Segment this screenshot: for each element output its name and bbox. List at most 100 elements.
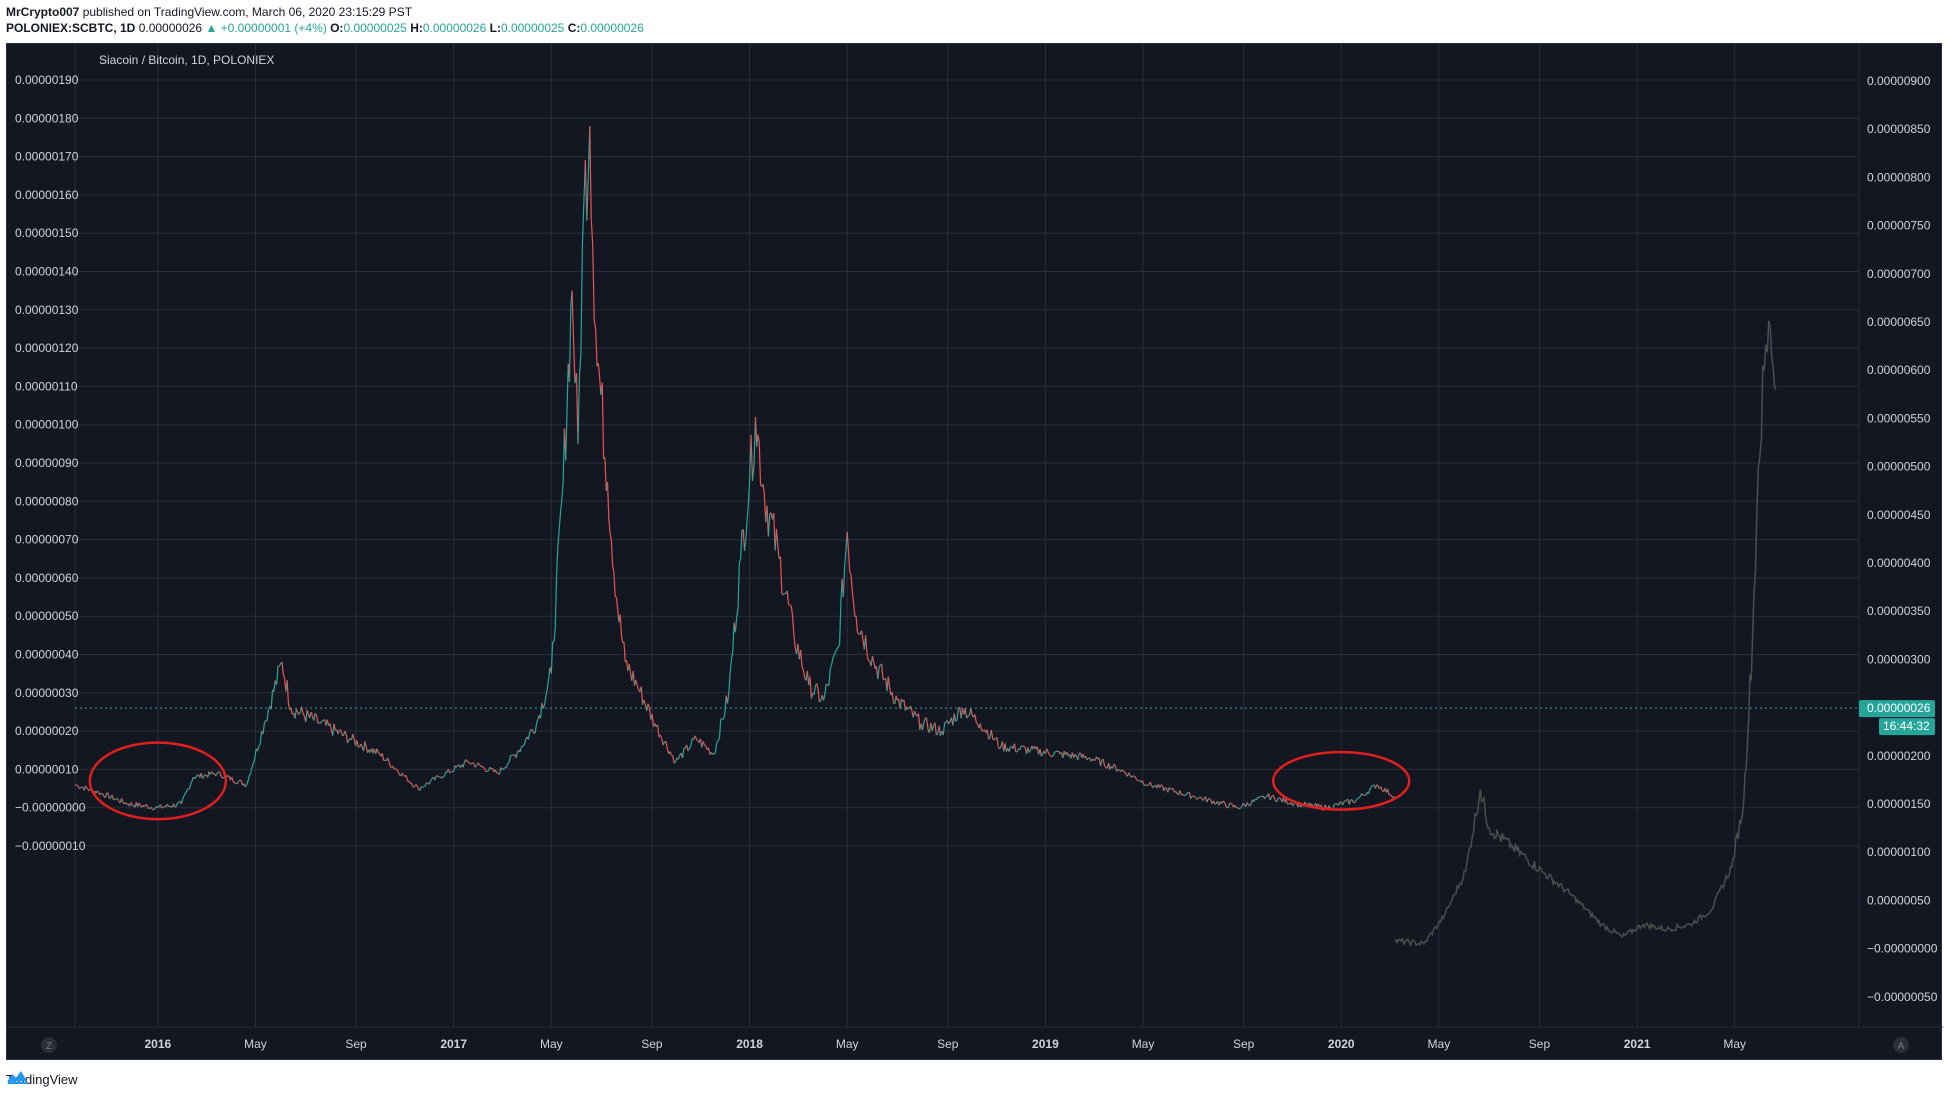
price-segment — [421, 785, 425, 789]
price-segment — [762, 484, 765, 494]
price-segment — [793, 635, 796, 649]
price-segment — [1354, 799, 1357, 803]
time-axis[interactable]: 2016 May Sep 2017 May Sep 2018 May Sep 2019 May Sep… — [144, 1037, 1746, 1051]
price-segment — [595, 328, 598, 367]
price-segment — [754, 417, 758, 447]
price-segment — [484, 768, 487, 772]
price-segment — [726, 692, 730, 704]
price-segment — [745, 521, 748, 541]
time-tick-label: 2017 — [440, 1037, 467, 1051]
chart-canvas[interactable]: Siacoin / Bitcoin, 1D, POLONIEX 0.000001… — [6, 43, 1943, 1061]
price-segment — [717, 738, 720, 741]
left-tick-label: −0.00000000 — [15, 801, 86, 815]
price-segment — [86, 787, 89, 790]
price-segment — [836, 646, 839, 650]
price-segment — [500, 767, 503, 771]
price-segment — [750, 435, 754, 481]
auto-scale-corner[interactable]: A — [1893, 1037, 1909, 1053]
price-segment — [305, 709, 308, 723]
price-segment — [298, 711, 301, 715]
price-segment — [757, 434, 760, 443]
price-segment — [326, 719, 330, 726]
tradingview-logo-icon[interactable] — [6, 1068, 30, 1084]
right-tick-label: 0.00000850 — [1867, 122, 1931, 136]
price-segment — [143, 804, 147, 807]
price-segment — [1367, 789, 1371, 795]
price-segment — [561, 482, 564, 500]
price-segment — [1287, 802, 1290, 805]
price-segment — [247, 775, 250, 782]
price-segment — [553, 627, 556, 642]
price-series — [74, 125, 1777, 948]
price-segment — [1258, 795, 1261, 798]
price-segment — [970, 708, 973, 716]
price-segment — [146, 805, 149, 809]
chart-svg[interactable]: Siacoin / Bitcoin, 1D, POLONIEX 0.000001… — [7, 44, 1943, 1061]
price-segment — [610, 539, 614, 566]
price-segment — [1348, 799, 1352, 805]
price-segment — [1229, 802, 1232, 805]
left-price-axis[interactable]: 0.00000190 0.00000180 0.00000170 0.00000160… — [15, 73, 86, 853]
price-segment — [738, 558, 742, 564]
price-segment — [182, 795, 185, 799]
price-segment — [1190, 796, 1193, 799]
price-segment — [276, 666, 279, 685]
price-segment — [835, 648, 838, 652]
price-segment — [1292, 803, 1295, 807]
price-segment — [529, 729, 532, 733]
price-segment — [559, 499, 563, 512]
price-segment — [101, 792, 104, 795]
price-segment — [628, 663, 632, 674]
price-segment — [1152, 785, 1155, 789]
price-segment — [1268, 793, 1271, 800]
price-segment — [677, 755, 681, 760]
price-segment — [434, 775, 437, 781]
price-segment — [202, 775, 205, 779]
price-segment — [665, 741, 668, 749]
time-tick-label: Sep — [641, 1037, 663, 1051]
zoom-corner-left[interactable]: Z — [41, 1037, 57, 1053]
price-segment — [609, 533, 612, 541]
price-segment — [533, 732, 536, 734]
price-segment — [1206, 799, 1209, 803]
price-segment — [412, 786, 415, 788]
price-segment — [544, 695, 547, 705]
price-segment — [956, 707, 960, 721]
price-segment — [1164, 787, 1167, 789]
right-price-axis[interactable]: 0.00000900 0.00000850 0.00000800 0.00000750… — [1867, 74, 1938, 1004]
right-tick-label: 0.00000650 — [1867, 315, 1931, 329]
price-segment — [675, 757, 678, 762]
price-segment — [216, 771, 219, 774]
price-segment — [1175, 791, 1178, 795]
price-segment — [647, 703, 650, 709]
price-segment — [1131, 775, 1134, 778]
price-segment — [1149, 782, 1153, 786]
price-segment — [1052, 751, 1056, 756]
price-segment — [302, 713, 305, 717]
price-segment — [310, 711, 314, 717]
price-segment — [829, 664, 833, 669]
price-segment — [1288, 802, 1291, 805]
price-segment — [1351, 799, 1354, 803]
left-tick-label: 0.00000100 — [15, 418, 79, 432]
price-segment — [1046, 748, 1049, 753]
price-segment — [104, 792, 108, 798]
price-segment — [581, 202, 585, 246]
price-segment — [281, 662, 284, 675]
time-tick-label: Sep — [1233, 1037, 1255, 1051]
price-segment — [899, 698, 903, 709]
right-tick-label: 0.00000750 — [1867, 219, 1931, 233]
price-segment — [77, 784, 80, 789]
price-segment — [895, 695, 899, 701]
price-segment — [979, 723, 983, 731]
price-segment — [480, 765, 483, 768]
right-tick-label: 0.00000500 — [1867, 460, 1931, 474]
price-segment — [251, 763, 254, 768]
price-segment — [881, 664, 884, 680]
author-name[interactable]: MrCrypto007 — [6, 5, 80, 19]
price-segment — [666, 748, 670, 755]
price-segment — [967, 714, 970, 717]
price-segment — [1342, 801, 1345, 806]
price-segment — [273, 680, 276, 692]
price-segment — [79, 786, 82, 789]
